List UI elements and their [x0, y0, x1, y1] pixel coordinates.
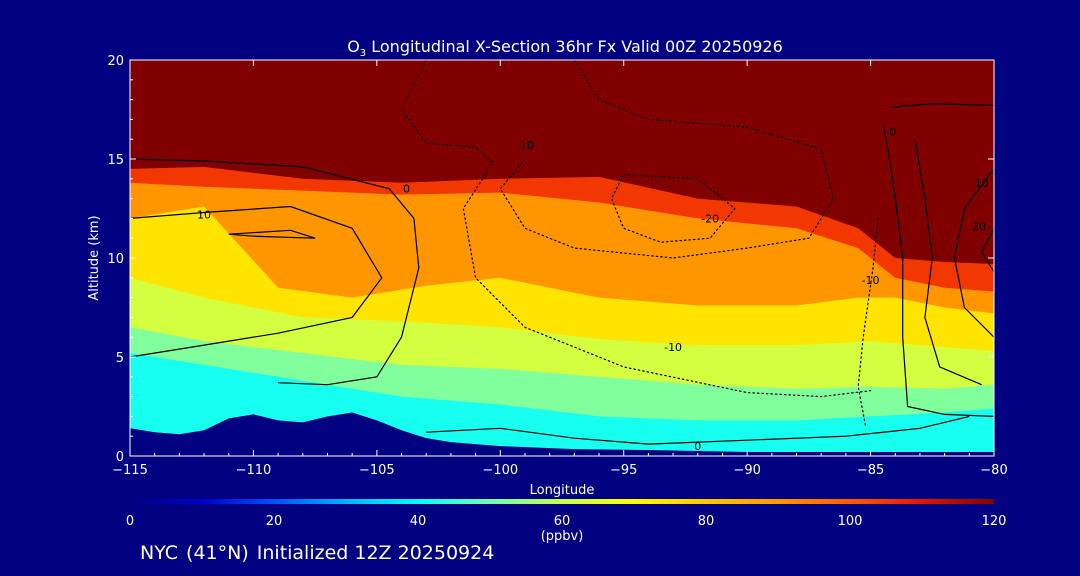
initialized-time: Initialized 12Z 20250924: [256, 542, 495, 564]
contour-line-solid: [130, 205, 383, 358]
colorbar-tick-label: 120: [982, 514, 1007, 529]
y-axis-label: Altitude (km): [87, 215, 102, 300]
contour-line-dotted: [610, 174, 736, 243]
contour-label: 0: [889, 125, 896, 138]
x-tick-label: −95: [610, 463, 637, 478]
x-tick-label: −100: [482, 463, 518, 478]
contour-line-solid: [914, 139, 982, 386]
x-tick-label: −85: [857, 463, 884, 478]
colorbar-tick-label: 60: [554, 514, 571, 529]
footer-info: NYC (41°N) Initialized 12Z 20250924: [140, 542, 502, 564]
station-latitude: (41°N): [186, 542, 249, 564]
x-tick-label: −105: [359, 463, 395, 478]
x-axis: −115 −110 −105 −100 −95 −90 −85 −80: [112, 60, 1008, 478]
contour-line-solid: [953, 168, 994, 338]
contour-line-solid: [228, 229, 316, 239]
contour-label: -10: [862, 274, 880, 287]
y-axis: 0 5 10 15 20: [107, 54, 994, 465]
contour-line-solid: [426, 415, 970, 445]
x-tick-label: −80: [980, 463, 1007, 478]
y-tick-label: 0: [116, 450, 124, 465]
y-tick-label: 15: [107, 153, 124, 168]
contour-line-solid: [882, 123, 994, 417]
contour-line-solid: [130, 158, 420, 386]
contour-line-dotted: [400, 60, 872, 398]
colorbar-ticks: 0 20 40 60 80 100 120: [126, 514, 1007, 529]
station-name: NYC: [140, 542, 179, 564]
colorbar-tick-label: 0: [126, 514, 134, 529]
x-tick-label: −115: [112, 463, 148, 478]
colorbar-tick-label: 20: [266, 514, 283, 529]
contour-line-solid: [890, 102, 994, 109]
contour-label: -20: [701, 212, 719, 225]
contour-line-dotted: [857, 217, 879, 427]
ozone-band-stratospheric: [130, 60, 994, 264]
y-tick-label: 20: [107, 54, 124, 69]
x-tick-label: −110: [236, 463, 272, 478]
y-tick-label: 5: [116, 351, 124, 366]
x-tick-label: −90: [733, 463, 760, 478]
contour-label: 0: [694, 440, 701, 453]
contour-label: 20: [972, 220, 986, 233]
colorbar-tick-label: 100: [838, 514, 863, 529]
contour-label: -10: [516, 139, 534, 152]
colorbar-tick-label: 40: [410, 514, 427, 529]
colorbar-gradient: [130, 499, 994, 504]
terrain: [130, 412, 994, 456]
contour-label: -10: [664, 341, 682, 354]
colorbar-tick-label: 80: [698, 514, 715, 529]
colorbar: 0 20 40 60 80 100 120 (ppbv): [126, 499, 1007, 544]
contour-line-dotted: [499, 60, 835, 259]
colorbar-units: (ppbv): [541, 529, 584, 544]
contour-label: 0: [403, 183, 410, 196]
contour-label: 10: [197, 208, 211, 221]
contour-line-solid: [981, 228, 994, 273]
x-axis-label: Longitude: [530, 483, 595, 498]
y-tick-label: 10: [107, 252, 124, 267]
chart-title: O3 Longitudinal X-Section 36hr Fx Valid …: [347, 37, 783, 59]
ozone-color-bands: [130, 60, 994, 456]
terrain-profile: [130, 412, 994, 456]
